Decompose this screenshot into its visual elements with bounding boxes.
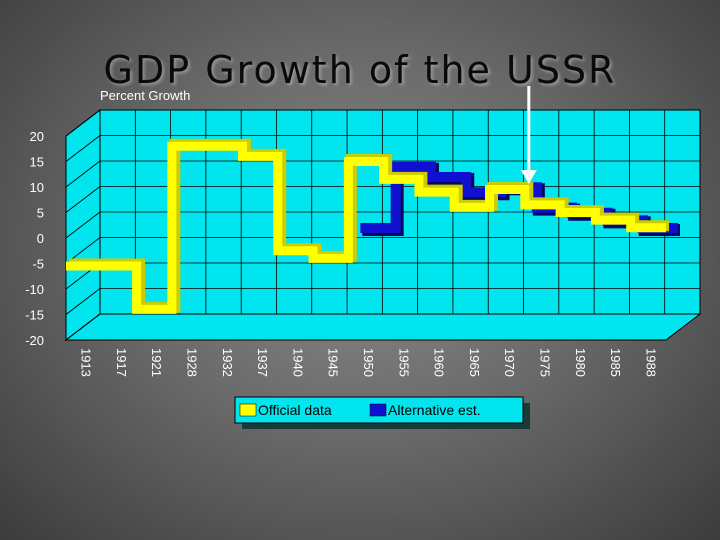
y-tick-label: -15 (25, 308, 44, 323)
x-tick-label: 1985 (608, 348, 623, 377)
gridline-side (65, 288, 101, 315)
gridline-side (65, 186, 101, 213)
y-tick-label: -20 (25, 333, 44, 348)
y-tick-label: 5 (37, 206, 44, 221)
x-tick-label: 1960 (432, 348, 447, 377)
chart-floor-plane (64, 313, 702, 341)
series-official-line (66, 141, 666, 314)
x-tick-label: 1950 (361, 348, 376, 377)
x-tick-label: 1988 (643, 348, 658, 377)
legend-label: Alternative est. (388, 402, 481, 418)
series-official-data (66, 138, 669, 314)
x-tick-label: 1913 (79, 348, 94, 377)
x-tick-label: 1921 (149, 348, 164, 377)
y-tick-label: 10 (30, 180, 44, 195)
x-tick-label: 1980 (573, 348, 588, 377)
y-tick-label: -5 (32, 257, 44, 272)
chart-annotation-arrow (520, 86, 537, 184)
x-tick-label: 1945 (326, 348, 341, 377)
gridline-side (65, 313, 101, 341)
y-axis-label: Percent Growth (100, 88, 190, 103)
annotation-arrow-head (520, 170, 537, 184)
gridline-side (65, 109, 101, 137)
legend-swatch (369, 403, 387, 417)
chart-floor (64, 313, 702, 341)
y-axis-ticks: 20 15 10 5 0 -5 -10 -15 -20 (25, 129, 44, 348)
y-tick-label: 20 (30, 129, 44, 144)
gridline-side (65, 135, 101, 162)
legend-swatch (239, 403, 257, 417)
x-tick-label: 1970 (502, 348, 517, 377)
legend-label: Official data (258, 402, 332, 418)
x-tick-label: 1932 (220, 348, 235, 377)
x-tick-label: 1940 (290, 348, 305, 377)
x-tick-label: 1975 (537, 348, 552, 377)
x-tick-label: 1955 (396, 348, 411, 377)
gridline-side (65, 211, 101, 239)
y-tick-label: 0 (37, 231, 44, 246)
x-tick-label: 1928 (185, 348, 200, 377)
slide-title: GDP Growth of the USSR (103, 48, 617, 92)
x-axis-ticks: 1913 1917 1921 1928 1932 1937 1940 1945 1950 1955… (79, 348, 659, 377)
y-tick-label: -10 (25, 282, 44, 297)
x-tick-label: 1917 (114, 348, 129, 377)
chart-legend: Official data Alternative est. (234, 396, 530, 429)
x-tick-label: 1937 (255, 348, 270, 377)
gridline-side (65, 160, 101, 188)
x-tick-label: 1965 (467, 348, 482, 377)
y-tick-label: 15 (30, 155, 44, 170)
